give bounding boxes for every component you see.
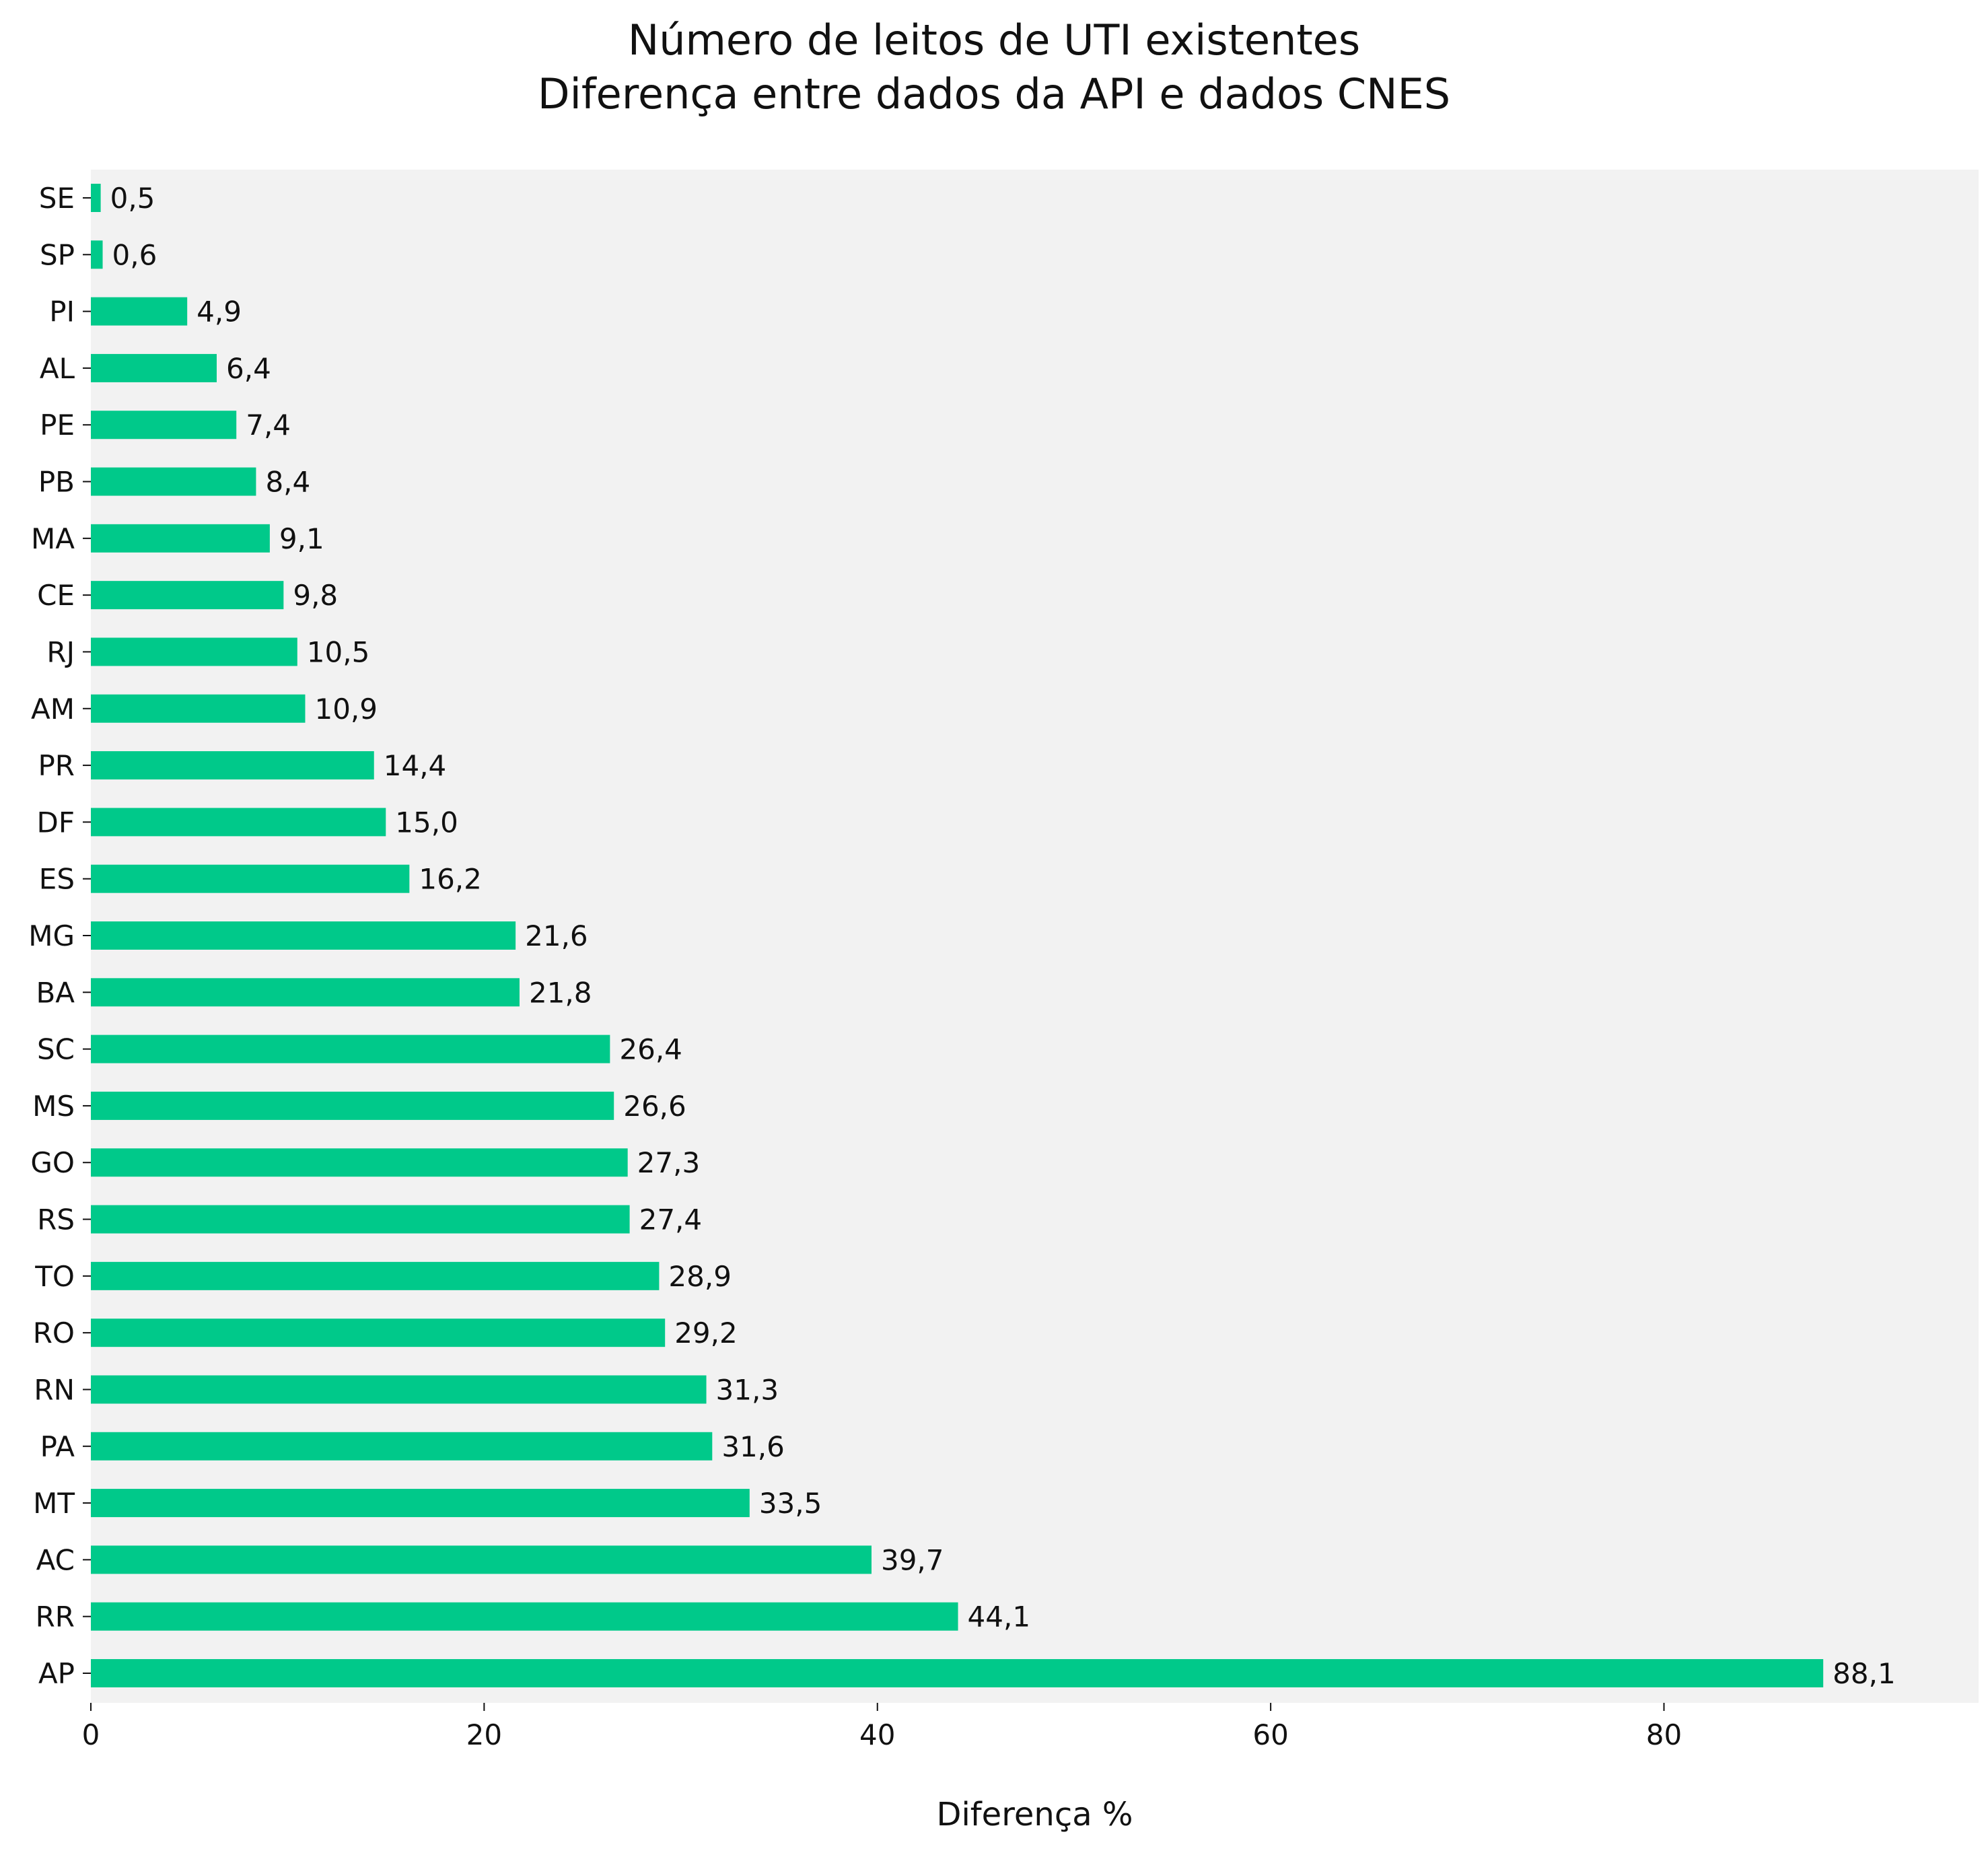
y-tick-label: RO [33, 1317, 75, 1349]
data-label: 31,3 [716, 1373, 779, 1406]
y-tick-label: TO [34, 1260, 75, 1293]
chart-title-line-1: Número de leitos de UTI existentes [627, 15, 1361, 65]
y-tick-label: BA [36, 976, 75, 1009]
x-axis-ticks: 0 20 40 60 80 [82, 1703, 1682, 1751]
y-tick-label: PE [40, 409, 75, 442]
data-label: 10,5 [307, 635, 370, 668]
bar-al [91, 353, 217, 382]
bar-ma [91, 524, 270, 553]
bar-ba [91, 978, 520, 1007]
data-label: 26,4 [619, 1033, 682, 1066]
data-label: 21,6 [525, 919, 588, 952]
data-label: 39,7 [881, 1543, 944, 1576]
y-tick-label: ES [39, 863, 75, 896]
y-tick-label: DF [37, 806, 75, 839]
bar-ce [91, 581, 284, 610]
bar-am [91, 694, 306, 723]
bar-ap [91, 1659, 1824, 1687]
bar-pi [91, 297, 188, 326]
bar-pe [91, 411, 237, 440]
bar-rr [91, 1602, 958, 1631]
data-label: 15,0 [395, 806, 458, 839]
y-tick-label: RN [34, 1373, 75, 1406]
bar-rj [91, 637, 297, 666]
bar-ms [91, 1091, 614, 1120]
data-label: 29,2 [674, 1317, 738, 1349]
bar-pa [91, 1432, 713, 1461]
y-tick-label: SC [37, 1033, 75, 1066]
bar-go [91, 1148, 628, 1177]
bar-sc [91, 1034, 610, 1063]
y-tick-label: MA [31, 522, 75, 555]
x-tick-label: 40 [859, 1718, 895, 1751]
data-label: 88,1 [1833, 1657, 1896, 1690]
x-axis-title: Diferença % [936, 1796, 1133, 1833]
y-tick-label: SE [39, 182, 75, 215]
y-tick-label: PA [40, 1430, 75, 1463]
data-labels: 0,5 0,6 4,9 6,4 7,4 8,4 9,1 9,8 10,5 10,914,4 15,0… [110, 182, 1896, 1690]
data-label: 8,4 [265, 466, 310, 499]
data-label: 33,5 [759, 1487, 822, 1520]
data-label: 7,4 [246, 409, 291, 442]
y-tick-label: PB [38, 466, 75, 499]
y-tick-label: AL [40, 352, 75, 385]
y-tick-label: RR [36, 1601, 75, 1634]
bar-ro [91, 1319, 666, 1347]
y-tick-label: CE [37, 579, 75, 612]
data-label: 9,1 [279, 522, 324, 555]
y-tick-label: AP [38, 1657, 75, 1690]
data-label: 26,6 [623, 1090, 686, 1123]
y-tick-label: MS [32, 1090, 75, 1123]
y-tick-label: AC [36, 1543, 75, 1576]
bar-rs [91, 1205, 630, 1234]
bar-es [91, 864, 410, 893]
y-tick-label: PI [49, 295, 75, 328]
chart-title: Número de leitos de UTI existentes Difer… [0, 13, 1988, 121]
y-tick-label: MG [28, 919, 75, 952]
data-label: 16,2 [419, 863, 482, 896]
x-tick-label: 0 [82, 1718, 100, 1751]
data-label: 14,4 [384, 749, 447, 782]
x-tick-label: 80 [1646, 1718, 1682, 1751]
y-tick-label: SP [40, 238, 75, 271]
data-label: 27,4 [639, 1203, 703, 1236]
y-tick-label: AM [31, 693, 75, 726]
data-label: 0,5 [110, 182, 155, 215]
x-tick-label: 20 [466, 1718, 502, 1751]
bar-se [91, 184, 101, 212]
chart-title-line-2: Diferença entre dados da API e dados CNE… [537, 69, 1451, 118]
data-label: 4,9 [197, 295, 242, 328]
data-label: 21,8 [529, 976, 592, 1009]
data-label: 10,9 [314, 693, 378, 726]
data-label: 9,8 [293, 579, 338, 612]
bar-rn [91, 1375, 707, 1404]
y-tick-label: PR [38, 749, 75, 782]
y-tick-label: RS [37, 1203, 75, 1236]
y-tick-label: RJ [46, 635, 75, 668]
bar-sp [91, 240, 103, 269]
data-label: 0,6 [112, 238, 157, 271]
data-label: 44,1 [968, 1601, 1031, 1634]
y-axis-ticks: SE SP PI AL PE PB MA CE RJ AM PR DF ES MG BA SC MS GO RS TO… [28, 182, 91, 1690]
bar-ac [91, 1545, 872, 1574]
data-label: 31,6 [721, 1430, 785, 1463]
bar-mt [91, 1489, 750, 1518]
data-label: 28,9 [668, 1260, 732, 1293]
y-tick-label: GO [30, 1146, 75, 1179]
x-tick-label: 60 [1252, 1718, 1288, 1751]
y-tick-label: MT [33, 1487, 75, 1520]
bars-group [91, 184, 1824, 1687]
bar-to [91, 1261, 660, 1290]
bar-df [91, 808, 386, 837]
bar-mg [91, 921, 516, 950]
data-label: 6,4 [226, 352, 271, 385]
data-label: 27,3 [637, 1146, 701, 1179]
bar-pr [91, 751, 374, 780]
bar-pb [91, 467, 256, 496]
